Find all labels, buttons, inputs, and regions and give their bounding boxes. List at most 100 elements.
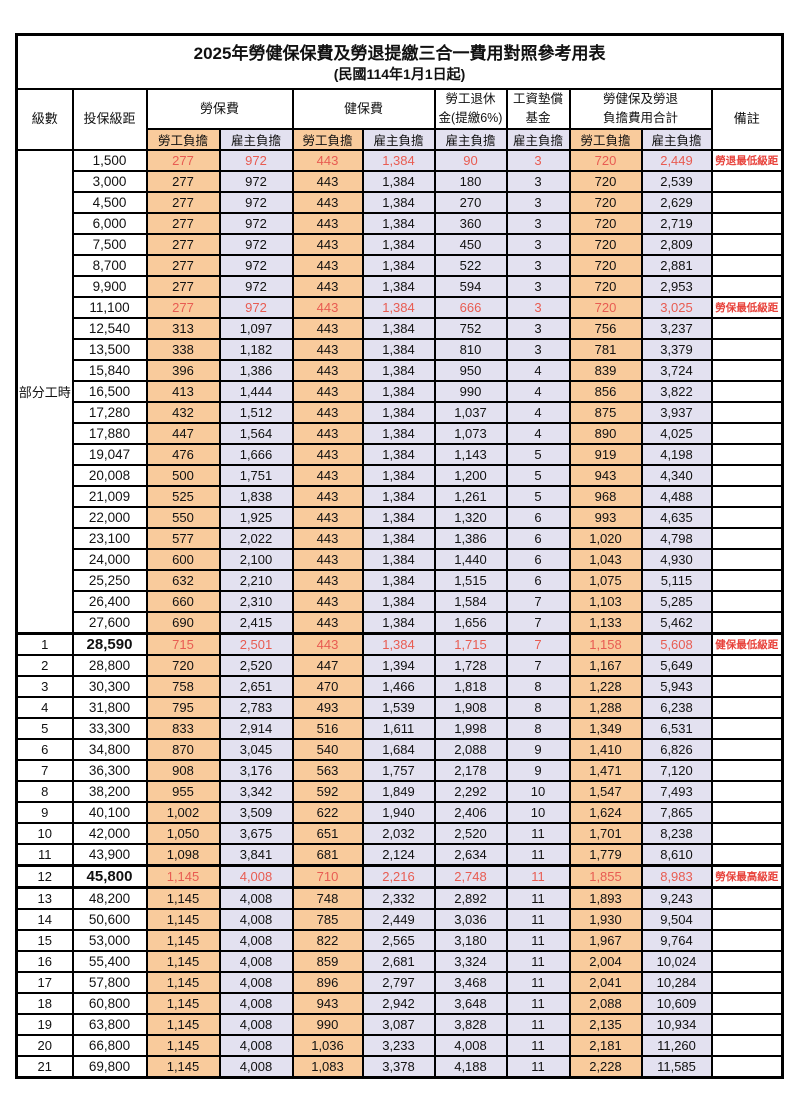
- labor-employer-cell: 2,783: [218, 695, 294, 719]
- table-row: 2 28,800 720 2,520 447 1,394 1,728 7 1,167 5,649: [15, 653, 784, 677]
- total-employer-cell: 4,198: [640, 442, 713, 466]
- total-employer-cell: 10,024: [640, 949, 713, 973]
- pension-employer-cell: 810: [433, 337, 508, 361]
- wage-fund-employer-cell: 6: [505, 568, 571, 592]
- pension-employer-cell: 1,998: [433, 716, 508, 740]
- health-employee-cell: 443: [291, 484, 364, 508]
- total-employee-cell: 720: [568, 253, 643, 277]
- total-employee-cell: 1,167: [568, 653, 643, 677]
- wage-fund-employer-cell: 11: [505, 842, 571, 866]
- health-employer-cell: 2,216: [361, 863, 436, 889]
- total-employer-cell: 4,340: [640, 463, 713, 487]
- col-header-health-insurance: 健保費: [291, 88, 436, 130]
- pension-employer-cell: 270: [433, 190, 508, 214]
- pension-employer-cell: 1,261: [433, 484, 508, 508]
- table-row: 18 60,800 1,145 4,008 943 2,942 3,648 11 2,088 10…: [15, 991, 784, 1015]
- table-row: 6,000 277 972 443 1,384 360 3 720 2,719: [17, 211, 784, 235]
- bracket-cell: 17,880: [71, 421, 148, 445]
- health-employer-cell: 1,384: [361, 442, 436, 466]
- health-employee-cell: 443: [291, 379, 364, 403]
- total-employee-cell: 993: [568, 505, 643, 529]
- labor-employer-cell: 972: [218, 211, 294, 235]
- remark-cell: 勞退最低級距: [710, 148, 784, 172]
- bracket-cell: 31,800: [71, 695, 148, 719]
- labor-employee-cell: 908: [145, 758, 221, 782]
- bracket-cell: 3,000: [71, 169, 148, 193]
- health-employer-cell: 1,384: [361, 232, 436, 256]
- bracket-cell: 50,600: [71, 907, 148, 931]
- health-employee-cell: 443: [291, 232, 364, 256]
- table-row: 9 40,100 1,002 3,509 622 1,940 2,406 10 1,624 7,8…: [15, 800, 784, 824]
- col-header-pension: 勞工退休 金(提繳6%): [433, 88, 508, 130]
- col-header-level: 級數: [15, 88, 74, 151]
- health-employee-cell: 443: [291, 505, 364, 529]
- total-employer-cell: 4,635: [640, 505, 713, 529]
- total-employee-cell: 2,004: [568, 949, 643, 973]
- pension-employer-cell: 3,036: [433, 907, 508, 931]
- bracket-cell: 9,900: [71, 274, 148, 298]
- remark-cell: [710, 547, 784, 571]
- health-employee-cell: 990: [291, 1012, 364, 1036]
- bracket-cell: 28,590: [71, 631, 148, 656]
- total-employer-cell: 2,539: [640, 169, 713, 193]
- labor-employer-cell: 972: [218, 190, 294, 214]
- total-employee-cell: 1,624: [568, 800, 643, 824]
- health-employer-cell: 1,384: [361, 484, 436, 508]
- labor-employer-cell: 1,386: [218, 358, 294, 382]
- labor-employer-cell: 4,008: [218, 1033, 294, 1057]
- labor-employer-cell: 2,310: [218, 589, 294, 613]
- subheader-labor-employee: 勞工負擔: [145, 127, 221, 151]
- health-employer-cell: 1,384: [361, 358, 436, 382]
- wage-fund-employer-cell: 3: [505, 190, 571, 214]
- level-cell: 20: [15, 1033, 74, 1057]
- health-employer-cell: 1,384: [361, 547, 436, 571]
- labor-employee-cell: 396: [145, 358, 221, 382]
- remark-cell: [710, 316, 784, 340]
- table-row: 26,400 660 2,310 443 1,384 1,584 7 1,103 5,285: [17, 589, 784, 613]
- health-employee-cell: 443: [291, 589, 364, 613]
- labor-employee-cell: 277: [145, 295, 221, 319]
- total-employer-cell: 11,585: [640, 1054, 713, 1078]
- labor-employer-cell: 972: [218, 274, 294, 298]
- total-employer-cell: 4,488: [640, 484, 713, 508]
- total-employee-cell: 968: [568, 484, 643, 508]
- remark-cell: [710, 400, 784, 424]
- bracket-cell: 1,500: [71, 148, 148, 172]
- level-cell: 10: [15, 821, 74, 845]
- health-employee-cell: 447: [291, 653, 364, 677]
- pension-employer-cell: 2,292: [433, 779, 508, 803]
- total-employer-cell: 4,930: [640, 547, 713, 571]
- health-employee-cell: 822: [291, 928, 364, 952]
- health-employer-cell: 1,384: [361, 610, 436, 634]
- wage-fund-employer-cell: 5: [505, 484, 571, 508]
- total-employee-cell: 1,779: [568, 842, 643, 866]
- labor-employer-cell: 3,342: [218, 779, 294, 803]
- bracket-cell: 60,800: [71, 991, 148, 1015]
- table-row: 9,900 277 972 443 1,384 594 3 720 2,953: [17, 274, 784, 298]
- pension-employer-cell: 2,634: [433, 842, 508, 866]
- header-sub-row: 勞工負擔 雇主負擔 勞工負擔 雇主負擔 雇主負擔 雇主負擔 勞工負擔 雇主負擔: [17, 127, 783, 151]
- total-employee-cell: 1,349: [568, 716, 643, 740]
- table-row: 27,600 690 2,415 443 1,384 1,656 7 1,133 5,462: [17, 610, 784, 634]
- total-employer-cell: 4,025: [640, 421, 713, 445]
- total-employee-cell: 720: [568, 190, 643, 214]
- labor-employer-cell: 4,008: [218, 1054, 294, 1078]
- health-employer-cell: 1,384: [361, 400, 436, 424]
- bracket-cell: 33,300: [71, 716, 148, 740]
- labor-employee-cell: 720: [145, 653, 221, 677]
- health-employer-cell: 1,384: [361, 589, 436, 613]
- health-employer-cell: 1,384: [361, 148, 436, 172]
- health-employer-cell: 1,384: [361, 169, 436, 193]
- total-employer-cell: 3,937: [640, 400, 713, 424]
- health-employer-cell: 1,940: [361, 800, 436, 824]
- health-employer-cell: 3,378: [361, 1054, 436, 1078]
- table-row: 21 69,800 1,145 4,008 1,083 3,378 4,188 11 2,228…: [15, 1054, 784, 1078]
- remark-cell: [710, 589, 784, 613]
- remark-cell: [710, 169, 784, 193]
- total-employer-cell: 10,934: [640, 1012, 713, 1036]
- total-employee-cell: 2,228: [568, 1054, 643, 1078]
- labor-employee-cell: 1,145: [145, 1012, 221, 1036]
- bracket-cell: 42,000: [71, 821, 148, 845]
- wage-fund-employer-cell: 11: [505, 821, 571, 845]
- labor-employer-cell: 1,751: [218, 463, 294, 487]
